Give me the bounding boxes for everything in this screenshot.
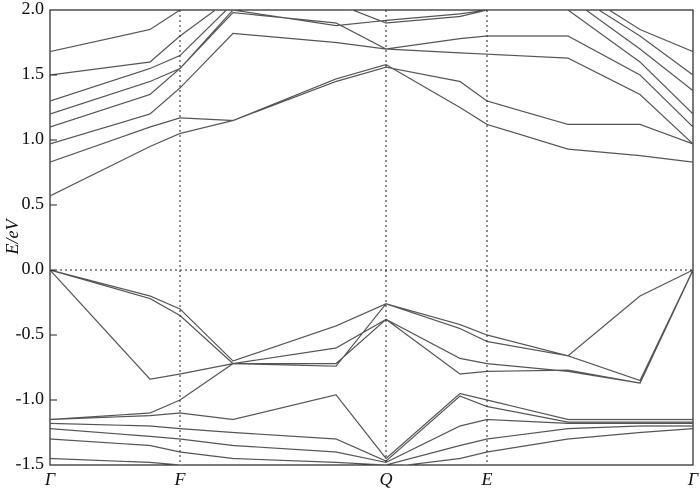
band-line — [50, 10, 693, 76]
band-line — [50, 269, 693, 421]
y-axis-label: E/eV — [2, 218, 22, 256]
y-tick-label: -1.0 — [16, 388, 45, 408]
band-line — [50, 10, 693, 53]
y-tick-label: -1.5 — [16, 453, 45, 473]
band-line — [50, 66, 693, 163]
plot-frame — [49, 9, 694, 466]
band-line — [50, 425, 693, 465]
band-line — [50, 63, 693, 197]
y-tick-label: 2.0 — [22, 0, 45, 18]
band-line — [50, 428, 693, 465]
y-tick-label: 0.5 — [22, 193, 45, 213]
y-tick-label: 0.0 — [22, 258, 45, 278]
x-tick-label: F — [174, 469, 187, 489]
y-tick-label: 1.5 — [22, 63, 45, 83]
y-tick-label: 1.0 — [22, 128, 45, 148]
y-tick-label: -0.5 — [16, 323, 45, 343]
band-line — [50, 269, 693, 362]
band-line — [50, 392, 693, 460]
band-line — [50, 269, 693, 382]
x-tick-label: E — [481, 469, 493, 489]
band-line — [50, 10, 693, 102]
band-line — [50, 418, 693, 464]
band-line — [50, 11, 693, 128]
x-tick-label: Γ — [687, 469, 699, 489]
x-tick-label: Q — [380, 469, 393, 489]
band-line — [50, 395, 693, 462]
x-tick-label: Γ — [44, 469, 56, 489]
band-line — [50, 32, 693, 145]
bands — [50, 10, 693, 465]
